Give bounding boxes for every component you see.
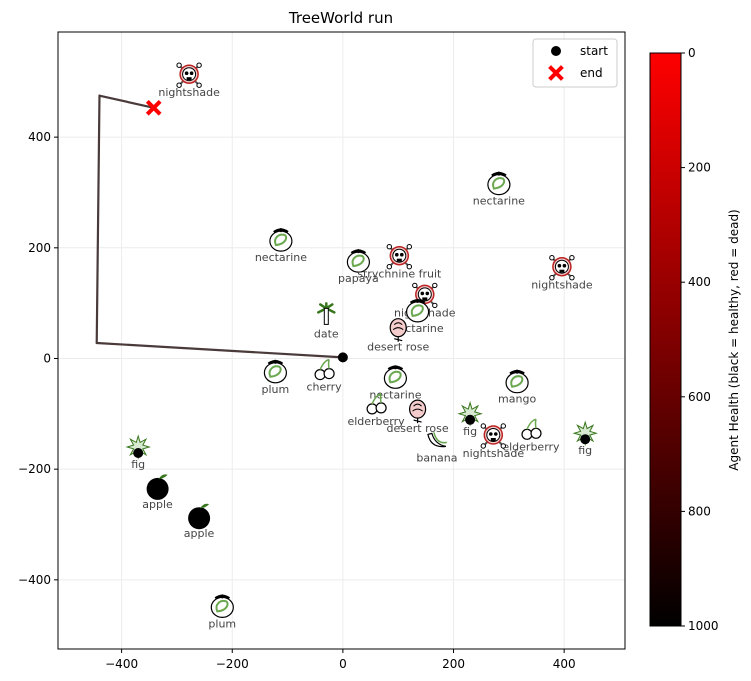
- item-label: banana: [416, 451, 457, 464]
- colorbar-tick-label: 600: [688, 390, 711, 404]
- item-peach-icon: [263, 359, 287, 384]
- item-label: fig: [463, 425, 477, 438]
- item-cherry-icon: [314, 358, 335, 381]
- y-tick-label: −200: [18, 462, 51, 476]
- item-label: apple: [184, 527, 215, 540]
- axis-ticks: −400 −200 0 200 400 −400 −200 0 200 400: [18, 130, 576, 671]
- item-banana-icon: [427, 432, 448, 448]
- item-label: elderberry: [502, 440, 560, 453]
- item-label: apple: [142, 498, 173, 511]
- colorbar-tick-label: 0: [688, 46, 696, 60]
- item-fig-icon: [125, 434, 151, 460]
- item-fig-icon: [572, 420, 598, 446]
- item-label: plum: [208, 617, 236, 630]
- legend-end-label: end: [580, 66, 603, 80]
- item-peach-icon: [346, 249, 370, 273]
- colorbar-tick-label: 400: [688, 275, 711, 289]
- end-marker: [145, 99, 162, 116]
- item-poison-icon: [549, 255, 575, 281]
- item-label: nectarine: [369, 388, 421, 401]
- item-apple-icon: [146, 474, 169, 500]
- legend: start end: [532, 38, 618, 88]
- item-peach-icon: [383, 365, 407, 389]
- item-label: desert rose: [367, 341, 429, 354]
- item-cherry-icon: [521, 418, 542, 440]
- grid: [58, 32, 625, 649]
- colorbar-label: Agent Health (black = healthy, red = dea…: [727, 209, 741, 471]
- item-fig-icon: [457, 401, 483, 427]
- x-tick-label: 400: [553, 657, 576, 671]
- items-layer: nightshade nectarine nectarine papayastrych…: [125, 62, 598, 630]
- y-tick-label: 200: [28, 241, 51, 255]
- x-tick-label: −400: [105, 657, 138, 671]
- x-tick-label: 0: [339, 657, 347, 671]
- path-segment: [98, 94, 155, 109]
- item-label: cherry: [306, 381, 342, 394]
- plot-area: nightshade nectarine nectarine papayastrych…: [18, 31, 626, 671]
- start-marker: [337, 352, 348, 363]
- colorbar: 0 200 400 600 800 1000 Agent Health (black = …: [649, 46, 741, 633]
- colorbar-gradient: [649, 52, 682, 627]
- y-tick-label: 0: [43, 351, 51, 365]
- colorbar-tick-label: 800: [688, 504, 711, 518]
- legend-end-marker: [548, 65, 564, 81]
- legend-start-label: start: [580, 44, 608, 58]
- item-peach-icon: [406, 298, 430, 323]
- item-peach-icon: [269, 228, 293, 252]
- item-label: nightshade: [531, 279, 593, 292]
- x-tick-label: −200: [216, 657, 249, 671]
- legend-start-marker: [551, 46, 561, 56]
- item-label: elderberry: [347, 415, 405, 428]
- item-label: papaya: [338, 272, 379, 285]
- axes-background: [58, 32, 625, 649]
- item-label: date: [314, 327, 339, 340]
- item-poison-icon: [176, 62, 202, 88]
- item-rose-icon: [389, 318, 407, 342]
- item-poison-icon: [386, 244, 412, 270]
- y-tick-label: 400: [28, 130, 51, 144]
- item-peach-icon: [505, 369, 529, 394]
- item-label: nightshade: [158, 86, 220, 99]
- x-tick-label: 200: [442, 657, 465, 671]
- item-label: plum: [262, 383, 290, 396]
- item-label: nectarine: [255, 251, 307, 264]
- item-label: mango: [498, 393, 536, 406]
- y-tick-label: −400: [18, 573, 51, 587]
- item-label: strychnine fruit: [357, 268, 442, 281]
- item-rose-icon: [409, 399, 427, 424]
- item-poison-icon: [480, 423, 506, 449]
- colorbar-tick-label: 200: [688, 161, 711, 175]
- item-apple-icon: [188, 503, 211, 530]
- item-palm-icon: [317, 302, 336, 325]
- colorbar-ticks: 0 200 400 600 800 1000: [681, 46, 719, 633]
- path-segment: [95, 94, 101, 345]
- item-peach-icon: [210, 594, 234, 619]
- item-peach-icon: [487, 171, 511, 196]
- axes-frame: [57, 31, 626, 650]
- item-label: fig: [578, 444, 592, 457]
- item-label: nectarine: [473, 195, 525, 208]
- path-segment: [95, 341, 344, 359]
- item-label: desert rose: [387, 422, 449, 435]
- item-cherry-icon: [366, 393, 387, 415]
- item-label: nightshade: [463, 447, 525, 460]
- agent-path: [95, 94, 344, 359]
- chart-title: TreeWorld run: [288, 9, 393, 27]
- item-label: fig: [131, 458, 145, 471]
- start-end-markers: [145, 99, 348, 363]
- colorbar-tick-label: 1000: [688, 619, 719, 633]
